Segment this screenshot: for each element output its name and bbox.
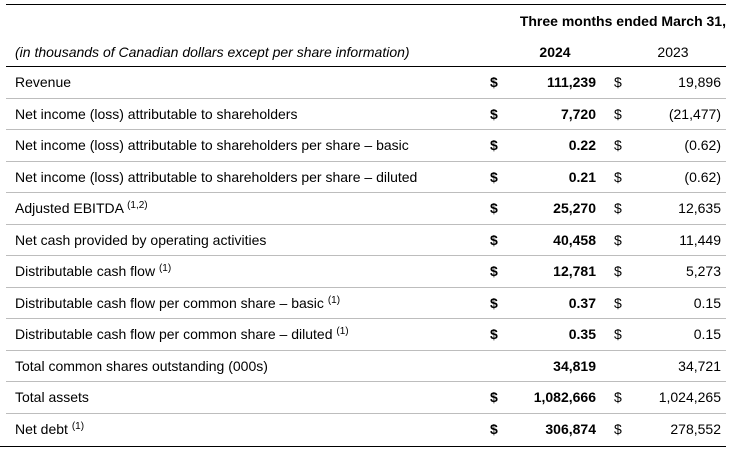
prior-currency-symbol: $: [614, 420, 622, 437]
row-label-text: Distributable cash flow per common share…: [15, 326, 333, 342]
row-label-text: Total common shares outstanding (000s): [15, 357, 268, 374]
current-value: 34,819: [553, 357, 596, 374]
current-currency-symbol: $: [490, 137, 498, 153]
table-row: Net income (loss) attributable to shareh…: [6, 99, 726, 130]
table-row: Distributable cash flow per common share…: [6, 288, 726, 319]
prior-currency-symbol: $: [614, 74, 622, 90]
prior-value: (0.62): [684, 137, 721, 153]
row-label: Adjusted EBITDA (1,2): [15, 193, 148, 224]
table-row: Total assets $1,082,666 $1,024,265: [6, 382, 726, 414]
footnote-ref: (1): [158, 263, 172, 274]
current-currency-symbol: $: [490, 294, 498, 311]
footnote-ref: (1): [71, 420, 85, 432]
prior-value: (0.62): [684, 168, 721, 185]
period-title: Three months ended March 31,: [519, 13, 726, 29]
current-value: 25,270: [553, 200, 596, 216]
table-row: Net income (loss) attributable to shareh…: [6, 130, 726, 162]
footnote-ref: (1): [327, 294, 341, 306]
row-label-text: Adjusted EBITDA: [15, 200, 124, 216]
row-label: Net income (loss) attributable to shareh…: [15, 99, 297, 130]
current-currency-symbol: $: [490, 420, 498, 437]
row-label-text: Revenue: [15, 74, 72, 90]
prior-currency-symbol: $: [614, 200, 622, 216]
year-current-header: 2024: [539, 44, 571, 60]
footnote-ref: (1): [336, 326, 349, 337]
header-rule: [6, 66, 726, 67]
row-label-text: Net debt: [15, 420, 68, 437]
row-label: Total assets: [15, 382, 89, 413]
current-currency-symbol: $: [490, 231, 498, 248]
row-label: Total common shares outstanding (000s): [15, 351, 268, 382]
prior-value: 0.15: [693, 326, 721, 342]
prior-currency-symbol: $: [614, 326, 622, 342]
row-label-text: Distributable cash flow: [15, 263, 156, 279]
prior-currency-symbol: $: [614, 168, 622, 185]
table-row: Distributable cash flow (1) $12,781 $5,273: [6, 256, 726, 288]
current-value: 0.37: [568, 294, 596, 311]
row-label-text: Net cash provided by operating activitie…: [15, 231, 267, 248]
table-row: Revenue $111,239 $19,896: [6, 67, 726, 99]
row-label: Distributable cash flow per common share…: [15, 288, 340, 319]
current-currency-symbol: $: [490, 168, 498, 185]
prior-value: 19,896: [678, 74, 721, 90]
table-row: Net income (loss) attributable to shareh…: [6, 162, 726, 193]
row-label: Net income (loss) attributable to shareh…: [15, 162, 417, 193]
current-value: 40,458: [553, 231, 596, 248]
table-row: Net debt (1) $306,874 $278,552: [6, 414, 726, 446]
prior-currency-symbol: $: [614, 294, 622, 311]
row-label: Revenue: [15, 67, 71, 98]
prior-currency-symbol: $: [614, 105, 622, 122]
row-label: Distributable cash flow (1): [15, 256, 171, 287]
current-currency-symbol: $: [490, 105, 498, 122]
table-row: Total common shares outstanding (000s) 34…: [6, 351, 726, 382]
current-value: 0.21: [568, 168, 596, 185]
prior-currency-symbol: $: [614, 137, 622, 153]
current-currency-symbol: $: [490, 326, 498, 342]
row-label-text: Total assets: [15, 389, 89, 405]
column-header-row: (in thousands of Canadian dollars except…: [6, 44, 726, 66]
row-label: Net income (loss) attributable to shareh…: [15, 130, 409, 161]
current-currency-symbol: $: [490, 74, 498, 90]
table-body: Revenue $111,239 $19,896 Net income (loss) …: [6, 67, 726, 445]
year-prior-header: 2023: [657, 44, 689, 60]
row-label: Net debt (1): [15, 414, 84, 445]
prior-currency-symbol: $: [614, 231, 622, 248]
prior-value: 5,273: [685, 263, 721, 279]
footnote-ref: (1,2): [127, 200, 148, 211]
current-currency-symbol: $: [490, 263, 498, 279]
table-row: Net cash provided by operating activitie…: [6, 225, 726, 256]
prior-value: 278,552: [670, 420, 721, 437]
row-label-text: Net income (loss) attributable to shareh…: [15, 105, 298, 122]
current-value: 0.22: [568, 137, 596, 153]
prior-value: (21,477): [668, 105, 721, 122]
table-row: Distributable cash flow per common share…: [6, 319, 726, 351]
prior-value: 34,721: [678, 357, 721, 374]
row-label: Distributable cash flow per common share…: [15, 319, 349, 350]
row-label: Net cash provided by operating activitie…: [15, 225, 266, 256]
table-row: Adjusted EBITDA (1,2) $25,270 $12,635: [6, 193, 726, 225]
current-value: 0.35: [568, 326, 596, 342]
bottom-rule: [0, 446, 726, 447]
current-value: 7,720: [560, 105, 596, 122]
prior-currency-symbol: $: [614, 389, 622, 405]
current-value: 1,082,666: [533, 389, 596, 405]
row-label-text: Distributable cash flow per common share…: [15, 294, 324, 311]
prior-currency-symbol: $: [614, 263, 622, 279]
current-value: 111,239: [546, 74, 596, 90]
current-currency-symbol: $: [490, 389, 498, 405]
row-label-text: Net income (loss) attributable to shareh…: [15, 137, 409, 153]
current-currency-symbol: $: [490, 200, 498, 216]
prior-value: 0.15: [693, 294, 721, 311]
prior-value: 11,449: [679, 231, 721, 248]
current-value: 306,874: [545, 420, 596, 437]
top-rule: [6, 4, 726, 5]
current-value: 12,781: [553, 263, 596, 279]
prior-value: 1,024,265: [658, 389, 721, 405]
row-label-text: Net income (loss) attributable to shareh…: [15, 168, 418, 185]
units-note: (in thousands of Canadian dollars except…: [15, 44, 410, 60]
prior-value: 12,635: [678, 200, 721, 216]
